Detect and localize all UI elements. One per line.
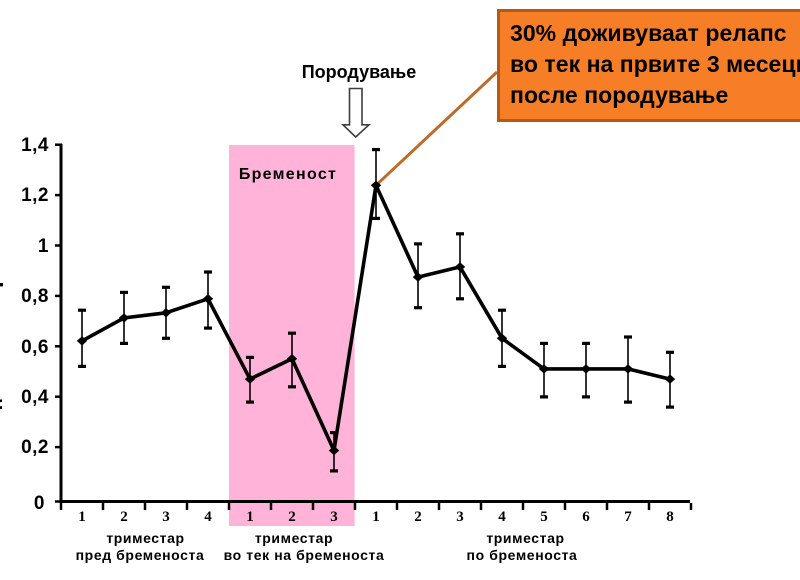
svg-text:0,4: 0,4	[21, 387, 49, 408]
svg-text:7: 7	[624, 509, 632, 525]
svg-text:1: 1	[78, 509, 86, 525]
svg-text:1: 1	[246, 509, 254, 525]
svg-text:во тек на првите 3 месеци: во тек на првите 3 месеци	[510, 51, 800, 77]
svg-text:0,6: 0,6	[21, 337, 49, 358]
svg-text:0,8: 0,8	[21, 286, 49, 307]
svg-text:3: 3	[456, 509, 464, 525]
svg-text:2: 2	[120, 509, 128, 525]
svg-text:2: 2	[288, 509, 296, 525]
svg-text:1,4: 1,4	[21, 135, 49, 156]
svg-text:8: 8	[666, 509, 674, 525]
svg-text:Породување: Породување	[302, 62, 417, 82]
svg-text:Бременост: Бременост	[239, 166, 337, 183]
svg-text:0: 0	[34, 493, 45, 514]
svg-text:триместар: триместар	[486, 530, 564, 546]
svg-text:3: 3	[162, 509, 170, 525]
svg-text:30% доживуваат релапс: 30% доживуваат релапс	[510, 20, 787, 46]
svg-text:3: 3	[330, 509, 338, 525]
svg-text:2: 2	[414, 509, 422, 525]
svg-text:4: 4	[498, 509, 506, 525]
svg-text:1,2: 1,2	[21, 185, 49, 206]
svg-text:1: 1	[372, 509, 380, 525]
svg-text:пред бременоста: пред бременоста	[76, 547, 205, 563]
svg-text:0,2: 0,2	[21, 437, 49, 458]
svg-text:триместар: триместар	[255, 530, 333, 546]
svg-text:во тек на бременоста: во тек на бременоста	[224, 547, 385, 563]
svg-text:4: 4	[204, 509, 212, 525]
svg-text:после породување: после породување	[510, 82, 728, 108]
svg-text:5: 5	[540, 509, 548, 525]
svg-text:6: 6	[582, 509, 590, 525]
svg-text:1: 1	[38, 236, 49, 257]
svg-text:триместар: триместар	[106, 530, 184, 546]
svg-text:по бременоста: по бременоста	[467, 547, 578, 563]
